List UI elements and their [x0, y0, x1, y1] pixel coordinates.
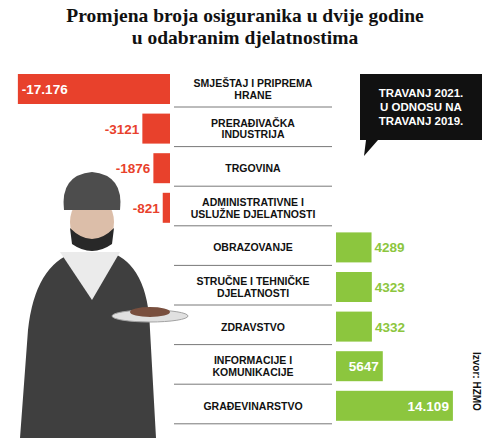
waiter-figure	[20, 172, 188, 438]
chart-svg: Promjena broja osiguranika u dvije godin…	[0, 0, 490, 438]
separator	[174, 225, 332, 226]
bar	[18, 74, 170, 104]
category-line: SMJEŠTAJ I PRIPREMA	[194, 77, 313, 89]
annotation-line: U ODNOSU NA	[380, 101, 462, 113]
category-label: SMJEŠTAJ I PRIPREMAHRANE	[194, 77, 313, 101]
value-label: 4332	[375, 320, 405, 335]
category-label: ADMINISTRATIVNE IUSLUŽNE DJELATNOSTI	[191, 196, 316, 220]
category-label: INFORMACIJE IKOMUNIKACIJE	[212, 354, 293, 378]
bar	[336, 312, 372, 342]
value-label: 4289	[375, 240, 405, 255]
chart-root: Promjena broja osiguranika u dvije godin…	[0, 0, 490, 438]
figure-food	[130, 307, 170, 317]
value-label: -821	[133, 201, 161, 216]
category-label: TRGOVINA	[225, 162, 281, 174]
separator	[174, 265, 332, 266]
bar	[336, 232, 372, 262]
category-line: TRGOVINA	[225, 162, 281, 174]
category-line: KOMUNIKACIJE	[212, 366, 293, 378]
category-line: PRERAĐIVAČKA	[211, 117, 295, 129]
bar	[163, 193, 170, 223]
separator	[174, 305, 332, 306]
separator	[174, 344, 332, 345]
figure-mask	[70, 228, 114, 251]
annotation-bg	[360, 74, 482, 156]
category-label: ZDRAVSTVO	[221, 321, 285, 333]
title-line: u odabranim djelatnostima	[132, 27, 359, 48]
bar	[336, 351, 383, 381]
separator	[174, 186, 332, 187]
value-label: 5647	[349, 359, 379, 374]
category-line: ZDRAVSTVO	[221, 321, 285, 333]
separator	[174, 423, 332, 424]
value-label: 4323	[375, 280, 406, 295]
value-label: -17.176	[22, 82, 68, 97]
value-label: -1876	[116, 161, 151, 176]
bar	[153, 153, 170, 183]
bar	[336, 272, 372, 302]
annotation: TRAVANJ 2021. U ODNOSU NA TRAVANJ 2019.	[379, 87, 464, 127]
category-line: DJELATNOSTI	[217, 287, 289, 299]
separator	[174, 146, 332, 147]
category-line: STRUČNE I TEHNIČKE	[196, 275, 309, 287]
category-line: INFORMACIJE I	[214, 354, 292, 366]
category-label: STRUČNE I TEHNIČKEDJELATNOSTI	[196, 275, 309, 299]
category-line: INDUSTRIJA	[221, 128, 284, 140]
figure-collar	[60, 252, 120, 300]
category-line: OBRAZOVANJE	[213, 241, 293, 253]
category-line: USLUŽNE DJELATNOSTI	[191, 208, 316, 220]
category-line: ADMINISTRATIVNE I	[202, 196, 304, 208]
category-line: GRAĐEVINARSTVO	[203, 400, 302, 412]
source: Izvor: HZMO	[471, 352, 482, 411]
value-label: -3121	[105, 122, 140, 137]
figure-hat	[64, 172, 121, 210]
category-label: OBRAZOVANJE	[213, 241, 293, 253]
annotation-line: TRAVANJ 2019.	[379, 115, 464, 127]
category-label: GRAĐEVINARSTVO	[203, 400, 302, 412]
annotation-line: TRAVANJ 2021.	[379, 87, 464, 99]
background	[0, 0, 490, 438]
separator	[174, 384, 332, 385]
bar	[142, 114, 170, 144]
title-line: Promjena broja osiguranika u dvije godin…	[66, 5, 424, 26]
bar	[336, 391, 453, 421]
annotation-box: TRAVANJ 2021. U ODNOSU NA TRAVANJ 2019.	[360, 74, 482, 156]
value-label: 14.109	[408, 399, 449, 414]
category-line: HRANE	[234, 89, 271, 101]
title: Promjena broja osiguranika u dvije godin…	[66, 5, 424, 48]
separator	[174, 107, 332, 108]
figure-body	[20, 252, 156, 438]
category-label: PRERAĐIVAČKAINDUSTRIJA	[211, 117, 295, 141]
